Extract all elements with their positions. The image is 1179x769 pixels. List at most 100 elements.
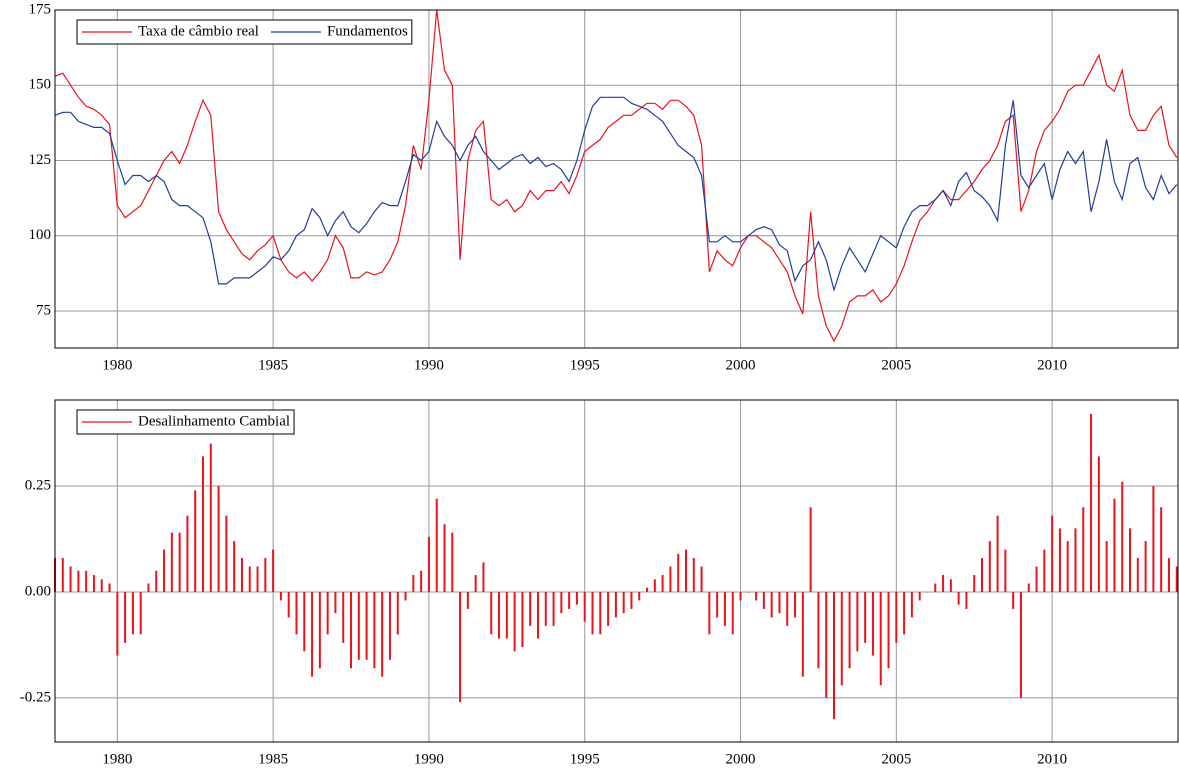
- bar: [225, 515, 228, 592]
- x-tick-label: 1985: [258, 357, 288, 373]
- bar: [684, 549, 687, 592]
- bar: [1113, 498, 1116, 592]
- bar: [303, 591, 306, 652]
- bar: [544, 591, 547, 626]
- bar: [373, 591, 376, 669]
- bar: [85, 570, 88, 592]
- line: [54, 96, 1178, 293]
- bar: [864, 591, 867, 643]
- bar: [202, 456, 205, 592]
- bar: [69, 566, 72, 592]
- x-tick-label: 2010: [1037, 751, 1067, 767]
- y-tick-label: 150: [29, 77, 52, 93]
- plot-frame: [54, 9, 1179, 349]
- bar: [240, 558, 243, 592]
- bar: [404, 591, 407, 601]
- bar: [825, 591, 828, 698]
- bar: [942, 575, 945, 592]
- bar: [139, 591, 142, 635]
- bar: [809, 507, 812, 592]
- bar: [116, 591, 119, 656]
- bar: [856, 591, 859, 652]
- bar: [529, 591, 532, 626]
- bar: [747, 591, 750, 593]
- bar: [996, 515, 999, 592]
- bar: [1043, 549, 1046, 592]
- y-tick-label: 0.25: [25, 477, 51, 493]
- bar: [801, 591, 804, 677]
- bar: [1027, 583, 1030, 592]
- bar: [552, 591, 555, 626]
- x-tick-label: 1990: [414, 357, 444, 373]
- bar: [871, 591, 874, 656]
- bar: [287, 591, 290, 618]
- bar: [217, 486, 220, 592]
- bar: [1090, 413, 1093, 592]
- bar: [178, 532, 181, 592]
- bar: [490, 591, 493, 635]
- bar: [124, 591, 127, 643]
- bar: [482, 562, 485, 592]
- bar: [1004, 549, 1007, 592]
- bar: [209, 443, 212, 592]
- x-tick-label: 1980: [102, 357, 132, 373]
- bar: [739, 591, 742, 601]
- bar: [614, 591, 617, 618]
- bar: [599, 591, 602, 635]
- bar: [77, 570, 80, 592]
- bar: [762, 591, 765, 609]
- bar: [840, 591, 843, 686]
- bar: [591, 591, 594, 635]
- bar: [233, 541, 236, 592]
- bar: [583, 591, 586, 622]
- bar: [957, 591, 960, 605]
- bar: [381, 591, 384, 677]
- bar: [1129, 528, 1132, 592]
- bar: [669, 566, 672, 592]
- bar: [568, 591, 571, 609]
- bar: [700, 566, 703, 592]
- bar: [1082, 507, 1085, 592]
- bar: [988, 541, 991, 592]
- bar: [318, 591, 321, 669]
- y-tick-label: 75: [36, 302, 51, 318]
- bar: [1105, 541, 1108, 592]
- bar: [895, 591, 898, 643]
- bar: [334, 591, 337, 614]
- bar: [61, 558, 64, 592]
- x-tick-label: 1990: [414, 751, 444, 767]
- bar: [786, 591, 789, 626]
- bar: [443, 524, 446, 592]
- bar: [474, 575, 477, 592]
- bar: [155, 570, 158, 592]
- bar: [147, 583, 150, 592]
- bar: [466, 591, 469, 609]
- x-tick-label: 2010: [1037, 357, 1067, 373]
- bar: [264, 558, 267, 592]
- bar: [903, 591, 906, 635]
- bar: [451, 532, 454, 592]
- bar: [100, 579, 103, 592]
- bar: [1121, 481, 1124, 592]
- line: [54, 9, 1178, 343]
- bar: [692, 558, 695, 592]
- bar: [926, 591, 929, 593]
- bar: [794, 591, 797, 618]
- bar: [396, 591, 399, 635]
- bar: [1074, 528, 1077, 592]
- bar: [1152, 486, 1155, 592]
- bar: [248, 566, 251, 592]
- bar: [521, 591, 524, 648]
- bar: [731, 591, 734, 635]
- y-tick-label: 100: [29, 227, 52, 243]
- bar: [1144, 541, 1147, 592]
- bar: [186, 515, 189, 592]
- bar: [498, 591, 501, 639]
- bar: [879, 591, 882, 686]
- bar: [279, 591, 282, 601]
- bar: [1136, 558, 1139, 592]
- bar: [1051, 515, 1054, 592]
- bar: [1167, 558, 1170, 592]
- bar: [505, 591, 508, 639]
- y-tick-label: 125: [29, 152, 52, 168]
